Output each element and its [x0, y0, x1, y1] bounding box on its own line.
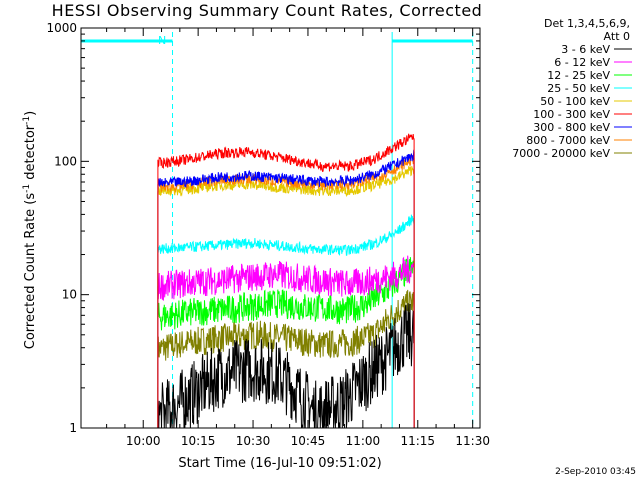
x-tick-label-1: 10:15: [181, 434, 216, 448]
legend-entry-7: 800 - 7000 keV: [526, 134, 610, 147]
x-tick-label-2: 10:30: [236, 434, 271, 448]
plot-frame: [80, 27, 481, 429]
x-tick-label-4: 11:00: [346, 434, 381, 448]
x-tick-label-3: 10:45: [291, 434, 326, 448]
timestamp: 2-Sep-2010 03:45: [555, 467, 636, 477]
axis-ticks: 10:00 10:15 10:30 10:45 11:00 11:15 11:30 1 10 10…: [46, 21, 490, 448]
legend-entry-2: 12 - 25 keV: [547, 69, 610, 82]
legend-entry-5: 100 - 300 keV: [533, 108, 610, 121]
y-tick-label-0: 1: [69, 421, 77, 435]
series-line-1: [157, 255, 415, 428]
series-line-5: [157, 133, 415, 428]
y-tick-label-2: 100: [54, 154, 77, 168]
x-tick-label-6: 11:30: [455, 434, 490, 448]
series-line-8: [157, 289, 415, 428]
series-line-3: [157, 214, 415, 428]
legend-entry-8: 7000 - 20000 keV: [512, 147, 610, 160]
legend-entry-1: 6 - 12 keV: [554, 56, 610, 69]
chart-title: HESSI Observing Summary Count Rates, Cor…: [52, 1, 483, 20]
x-tick-label-0: 10:00: [126, 434, 161, 448]
legend-entry-4: 50 - 100 keV: [540, 95, 610, 108]
legend-entry-0: 3 - 6 keV: [561, 43, 610, 56]
x-tick-label-5: 11:15: [400, 434, 435, 448]
y-tick-label-3: 1000: [46, 21, 77, 35]
legend-entry-3: 25 - 50 keV: [547, 82, 610, 95]
legend-header-attenuator: Att 0: [604, 30, 630, 43]
night-marker-label: N: [158, 34, 166, 47]
y-tick-label-1: 10: [62, 288, 77, 302]
legend-header-detectors: Det 1,3,4,5,6,9,: [544, 17, 630, 30]
series-line-0: [157, 303, 415, 429]
x-axis-label: Start Time (16-Jul-10 09:51:02): [178, 456, 381, 471]
y-axis-label: Corrected Count Rate (s-1 detector-1): [22, 111, 38, 349]
series-line-6: [157, 149, 415, 428]
series-lines: [157, 133, 415, 429]
legend-entry-6: 300 - 800 keV: [533, 121, 610, 134]
